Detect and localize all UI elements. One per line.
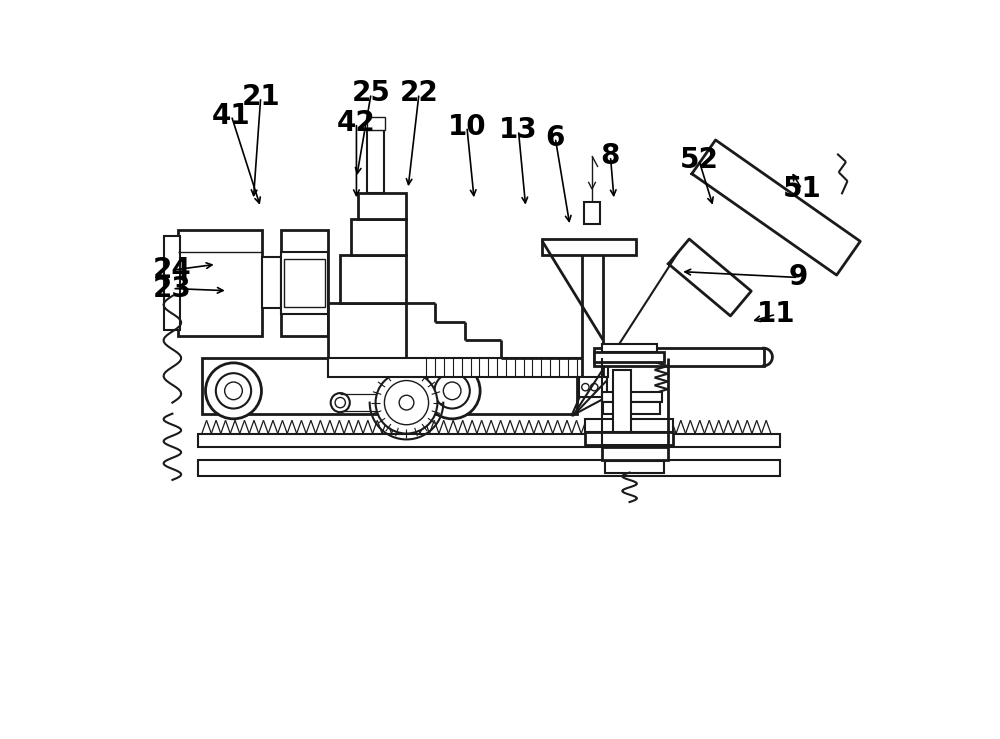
Text: 6: 6	[546, 123, 565, 151]
Bar	[542, 239, 636, 256]
Text: 11: 11	[757, 300, 795, 328]
Bar	[351, 219, 406, 256]
Bar	[602, 447, 668, 460]
Bar	[613, 370, 631, 432]
Text: 51: 51	[782, 175, 821, 203]
Text: 22: 22	[400, 79, 438, 107]
Circle shape	[424, 363, 480, 419]
Circle shape	[434, 373, 470, 409]
Bar	[594, 348, 764, 366]
Text: 10: 10	[448, 112, 486, 140]
Circle shape	[331, 393, 350, 412]
Circle shape	[443, 382, 461, 400]
Circle shape	[591, 384, 598, 391]
Bar	[585, 419, 673, 432]
Bar	[367, 117, 385, 130]
Text: 13: 13	[499, 116, 538, 144]
Text: 52: 52	[679, 146, 718, 174]
Text: 24: 24	[153, 256, 192, 284]
Bar	[178, 230, 262, 336]
Circle shape	[376, 372, 437, 434]
Bar	[603, 402, 660, 414]
Bar	[164, 236, 180, 330]
Circle shape	[216, 373, 251, 409]
Bar	[198, 460, 780, 476]
Text: 23: 23	[153, 274, 192, 302]
Bar	[605, 461, 664, 472]
Bar	[602, 344, 657, 352]
Text: 25: 25	[352, 79, 391, 107]
Bar	[284, 259, 325, 307]
Bar	[602, 392, 662, 402]
Circle shape	[582, 384, 589, 391]
Text: 41: 41	[212, 101, 251, 129]
Bar	[584, 202, 600, 225]
Bar	[582, 241, 603, 377]
Bar	[262, 257, 281, 308]
Text: 8: 8	[601, 142, 620, 170]
Bar	[585, 432, 673, 446]
Circle shape	[206, 363, 261, 419]
Bar	[579, 377, 607, 398]
Circle shape	[384, 381, 429, 425]
Circle shape	[399, 395, 414, 410]
Bar	[340, 256, 406, 303]
Bar	[202, 358, 577, 414]
Text: 42: 42	[337, 109, 376, 137]
Bar	[358, 193, 406, 219]
Bar	[328, 303, 406, 358]
Circle shape	[335, 398, 345, 408]
Circle shape	[225, 382, 242, 400]
Text: 21: 21	[241, 83, 280, 111]
Bar	[328, 358, 608, 377]
Text: 9: 9	[789, 264, 808, 291]
Bar	[198, 434, 780, 447]
Bar	[367, 130, 384, 193]
Bar	[594, 352, 664, 362]
Bar	[281, 252, 328, 314]
Bar	[281, 230, 328, 336]
